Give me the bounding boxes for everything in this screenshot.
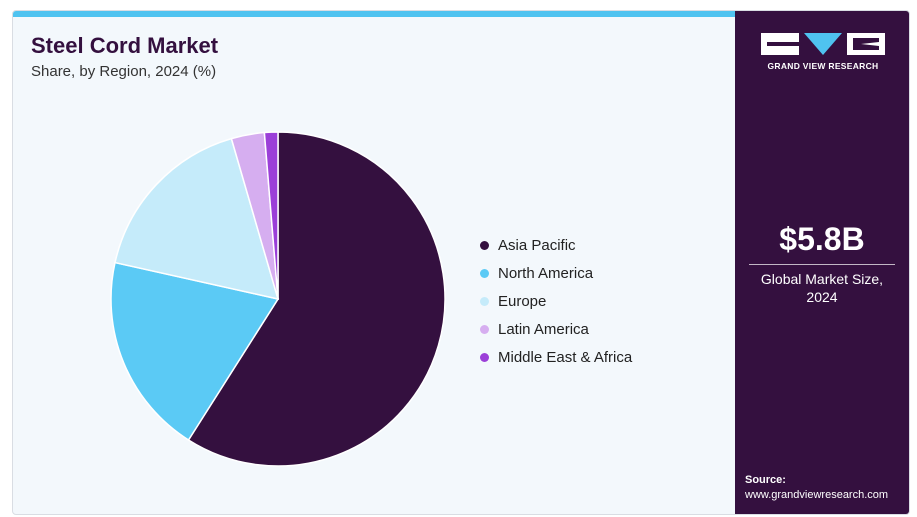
info-sidebar: GRAND VIEW RESEARCH $5.8B Global Market … bbox=[735, 11, 909, 514]
legend-swatch-icon bbox=[480, 324, 489, 334]
pie-slice-asia-pacific bbox=[187, 131, 446, 467]
market-size-label: Global Market Size, 2024 bbox=[735, 270, 909, 306]
pie-slice-europe bbox=[114, 137, 280, 301]
pie-slice-north-america bbox=[110, 261, 280, 442]
chart-subtitle: Share, by Region, 2024 (%) bbox=[31, 63, 217, 80]
legend-label: Asia Pacific bbox=[498, 236, 576, 254]
legend-label: North America bbox=[498, 264, 594, 282]
legend-swatch-icon bbox=[480, 352, 489, 362]
legend-swatch-icon bbox=[480, 296, 489, 306]
source-url[interactable]: www.grandviewresearch.com bbox=[745, 489, 889, 501]
legend-swatch-icon bbox=[480, 240, 489, 250]
source-note: Source: www.grandviewresearch.com bbox=[745, 473, 888, 503]
legend-item: Europe bbox=[480, 287, 632, 315]
legend-item: North America bbox=[480, 259, 632, 287]
chart-title: Steel Cord Market bbox=[31, 33, 219, 58]
market-size-label-line2: 2024 bbox=[806, 289, 838, 305]
legend-item: Middle East & Africa bbox=[480, 343, 632, 371]
source-label: Source: bbox=[745, 474, 786, 486]
accent-bar bbox=[13, 11, 735, 17]
chart-card: Steel Cord Market Share, by Region, 2024… bbox=[12, 10, 910, 515]
logo-text: GRAND VIEW RESEARCH bbox=[767, 61, 879, 71]
pie-slice-middle-east-africa bbox=[263, 131, 279, 300]
legend-item: Latin America bbox=[480, 315, 632, 343]
legend-label: Europe bbox=[498, 292, 547, 310]
brand-logo: GRAND VIEW RESEARCH bbox=[761, 33, 885, 71]
metric-divider bbox=[749, 264, 895, 265]
legend-item: Asia Pacific bbox=[480, 231, 632, 259]
market-size-value: $5.8B bbox=[779, 221, 865, 257]
legend-label: Latin America bbox=[498, 320, 589, 338]
legend-label: Middle East & Africa bbox=[498, 348, 633, 366]
pie-chart bbox=[110, 131, 446, 467]
chart-legend: Asia Pacific North America Europe Latin Ame… bbox=[480, 231, 632, 371]
legend-swatch-icon bbox=[480, 268, 489, 278]
logo-mark-icon bbox=[761, 33, 885, 55]
market-size-label-line1: Global Market Size, bbox=[760, 271, 884, 287]
